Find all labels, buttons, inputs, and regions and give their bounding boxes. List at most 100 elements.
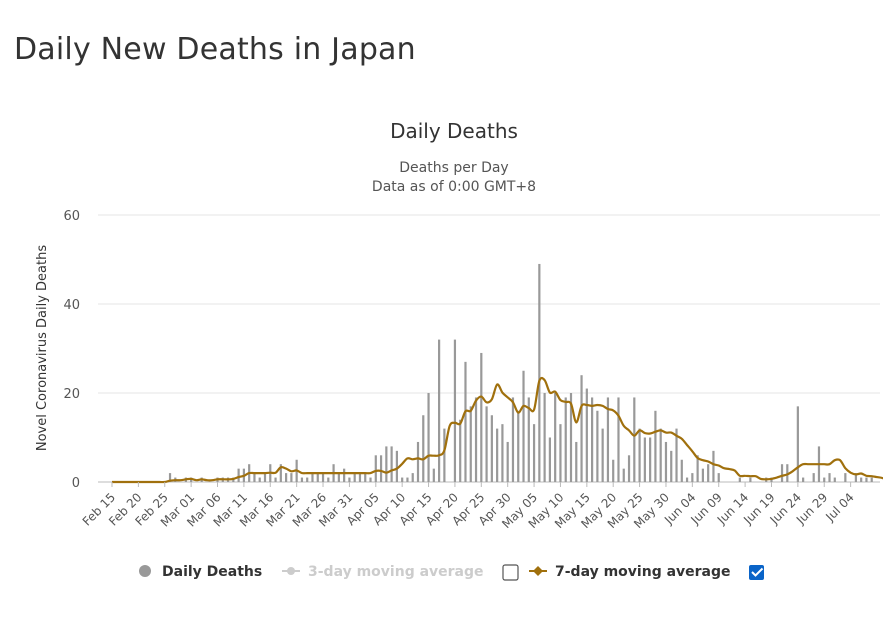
bar[interactable]	[796, 406, 799, 482]
bar[interactable]	[522, 370, 525, 482]
bar[interactable]	[401, 477, 404, 482]
bar[interactable]	[638, 428, 641, 482]
bar[interactable]	[707, 464, 710, 482]
bar[interactable]	[659, 428, 662, 482]
bar[interactable]	[358, 473, 362, 482]
bar[interactable]	[422, 415, 425, 482]
bar[interactable]	[496, 428, 499, 482]
bar[interactable]	[321, 473, 325, 482]
bar[interactable]	[258, 477, 261, 482]
bar[interactable]	[337, 473, 340, 482]
bar[interactable]	[643, 437, 646, 483]
bar[interactable]	[622, 468, 625, 482]
bar[interactable]	[854, 473, 857, 482]
bar[interactable]	[691, 473, 694, 482]
bar[interactable]	[432, 468, 435, 482]
bar[interactable]	[823, 477, 826, 482]
bar[interactable]	[511, 397, 515, 482]
bar[interactable]	[385, 446, 388, 482]
bar[interactable]	[680, 459, 683, 482]
bar[interactable]	[596, 410, 599, 482]
bar[interactable]	[348, 477, 351, 482]
bar[interactable]	[844, 473, 847, 482]
bar[interactable]	[612, 459, 615, 482]
bar[interactable]	[406, 477, 409, 482]
legend-item-3[interactable]: 7-day moving average	[529, 564, 731, 580]
bar[interactable]	[411, 473, 414, 482]
bar[interactable]	[274, 477, 277, 482]
bar[interactable]	[591, 397, 594, 482]
bar[interactable]	[374, 455, 377, 482]
bar[interactable]	[833, 477, 836, 482]
bar[interactable]	[554, 393, 557, 482]
bar[interactable]	[285, 473, 288, 482]
bar[interactable]	[575, 441, 578, 482]
bar[interactable]	[580, 375, 583, 482]
bar[interactable]	[527, 397, 530, 482]
bar[interactable]	[538, 263, 541, 482]
bar[interactable]	[717, 473, 720, 482]
bar[interactable]	[443, 428, 446, 482]
bar[interactable]	[712, 450, 715, 482]
bar[interactable]	[438, 339, 441, 482]
bar[interactable]	[585, 388, 588, 482]
bar[interactable]	[701, 468, 704, 482]
bar[interactable]	[649, 437, 652, 483]
bar[interactable]	[459, 419, 462, 482]
bar[interactable]	[532, 424, 536, 482]
bar[interactable]	[738, 477, 741, 482]
bar[interactable]	[685, 477, 689, 482]
bar[interactable]	[506, 441, 509, 482]
bar[interactable]	[253, 473, 256, 482]
bar[interactable]	[865, 477, 868, 482]
bar[interactable]	[627, 455, 631, 482]
bar[interactable]	[290, 473, 293, 482]
bar[interactable]	[474, 397, 478, 482]
bar[interactable]	[828, 473, 831, 482]
bar[interactable]	[601, 428, 604, 482]
bar[interactable]	[675, 428, 678, 482]
legend-item-2[interactable]: 3-day moving average	[282, 564, 484, 580]
bar[interactable]	[490, 415, 493, 482]
bar[interactable]	[364, 473, 367, 482]
bar[interactable]	[416, 441, 420, 482]
bar[interactable]	[485, 406, 488, 482]
bar[interactable]	[395, 450, 398, 482]
bar[interactable]	[327, 477, 330, 482]
bar[interactable]	[343, 468, 346, 482]
legend-checkbox[interactable]	[502, 564, 519, 581]
bar[interactable]	[453, 339, 457, 482]
bar[interactable]	[654, 410, 657, 482]
bar[interactable]	[469, 406, 472, 482]
bar[interactable]	[517, 410, 520, 482]
bar[interactable]	[379, 455, 383, 482]
bar[interactable]	[559, 424, 562, 482]
seven-day-average-path[interactable]	[112, 376, 883, 484]
bar[interactable]	[427, 393, 430, 482]
bar[interactable]	[696, 455, 699, 482]
legend-checkbox-checked[interactable]	[749, 565, 764, 580]
bar[interactable]	[369, 477, 372, 482]
bar[interactable]	[311, 473, 314, 482]
bar[interactable]	[316, 473, 319, 482]
bar[interactable]	[780, 464, 784, 482]
bar[interactable]	[749, 477, 752, 482]
bar[interactable]	[306, 477, 309, 482]
bar[interactable]	[569, 393, 573, 482]
legend-item-1[interactable]: Daily Deaths	[139, 564, 262, 580]
bar[interactable]	[501, 424, 504, 482]
bar[interactable]	[390, 446, 393, 482]
bar[interactable]	[812, 473, 815, 482]
bar[interactable]	[300, 477, 304, 482]
bar[interactable]	[664, 441, 668, 482]
bar[interactable]	[802, 477, 805, 482]
bar[interactable]	[786, 464, 789, 482]
bar[interactable]	[870, 477, 873, 482]
bar[interactable]	[617, 397, 620, 482]
bar[interactable]	[237, 468, 240, 482]
bar[interactable]	[606, 397, 610, 482]
bar[interactable]	[480, 352, 483, 482]
bar[interactable]	[670, 450, 673, 482]
bar[interactable]	[548, 437, 551, 483]
bar[interactable]	[464, 361, 467, 482]
